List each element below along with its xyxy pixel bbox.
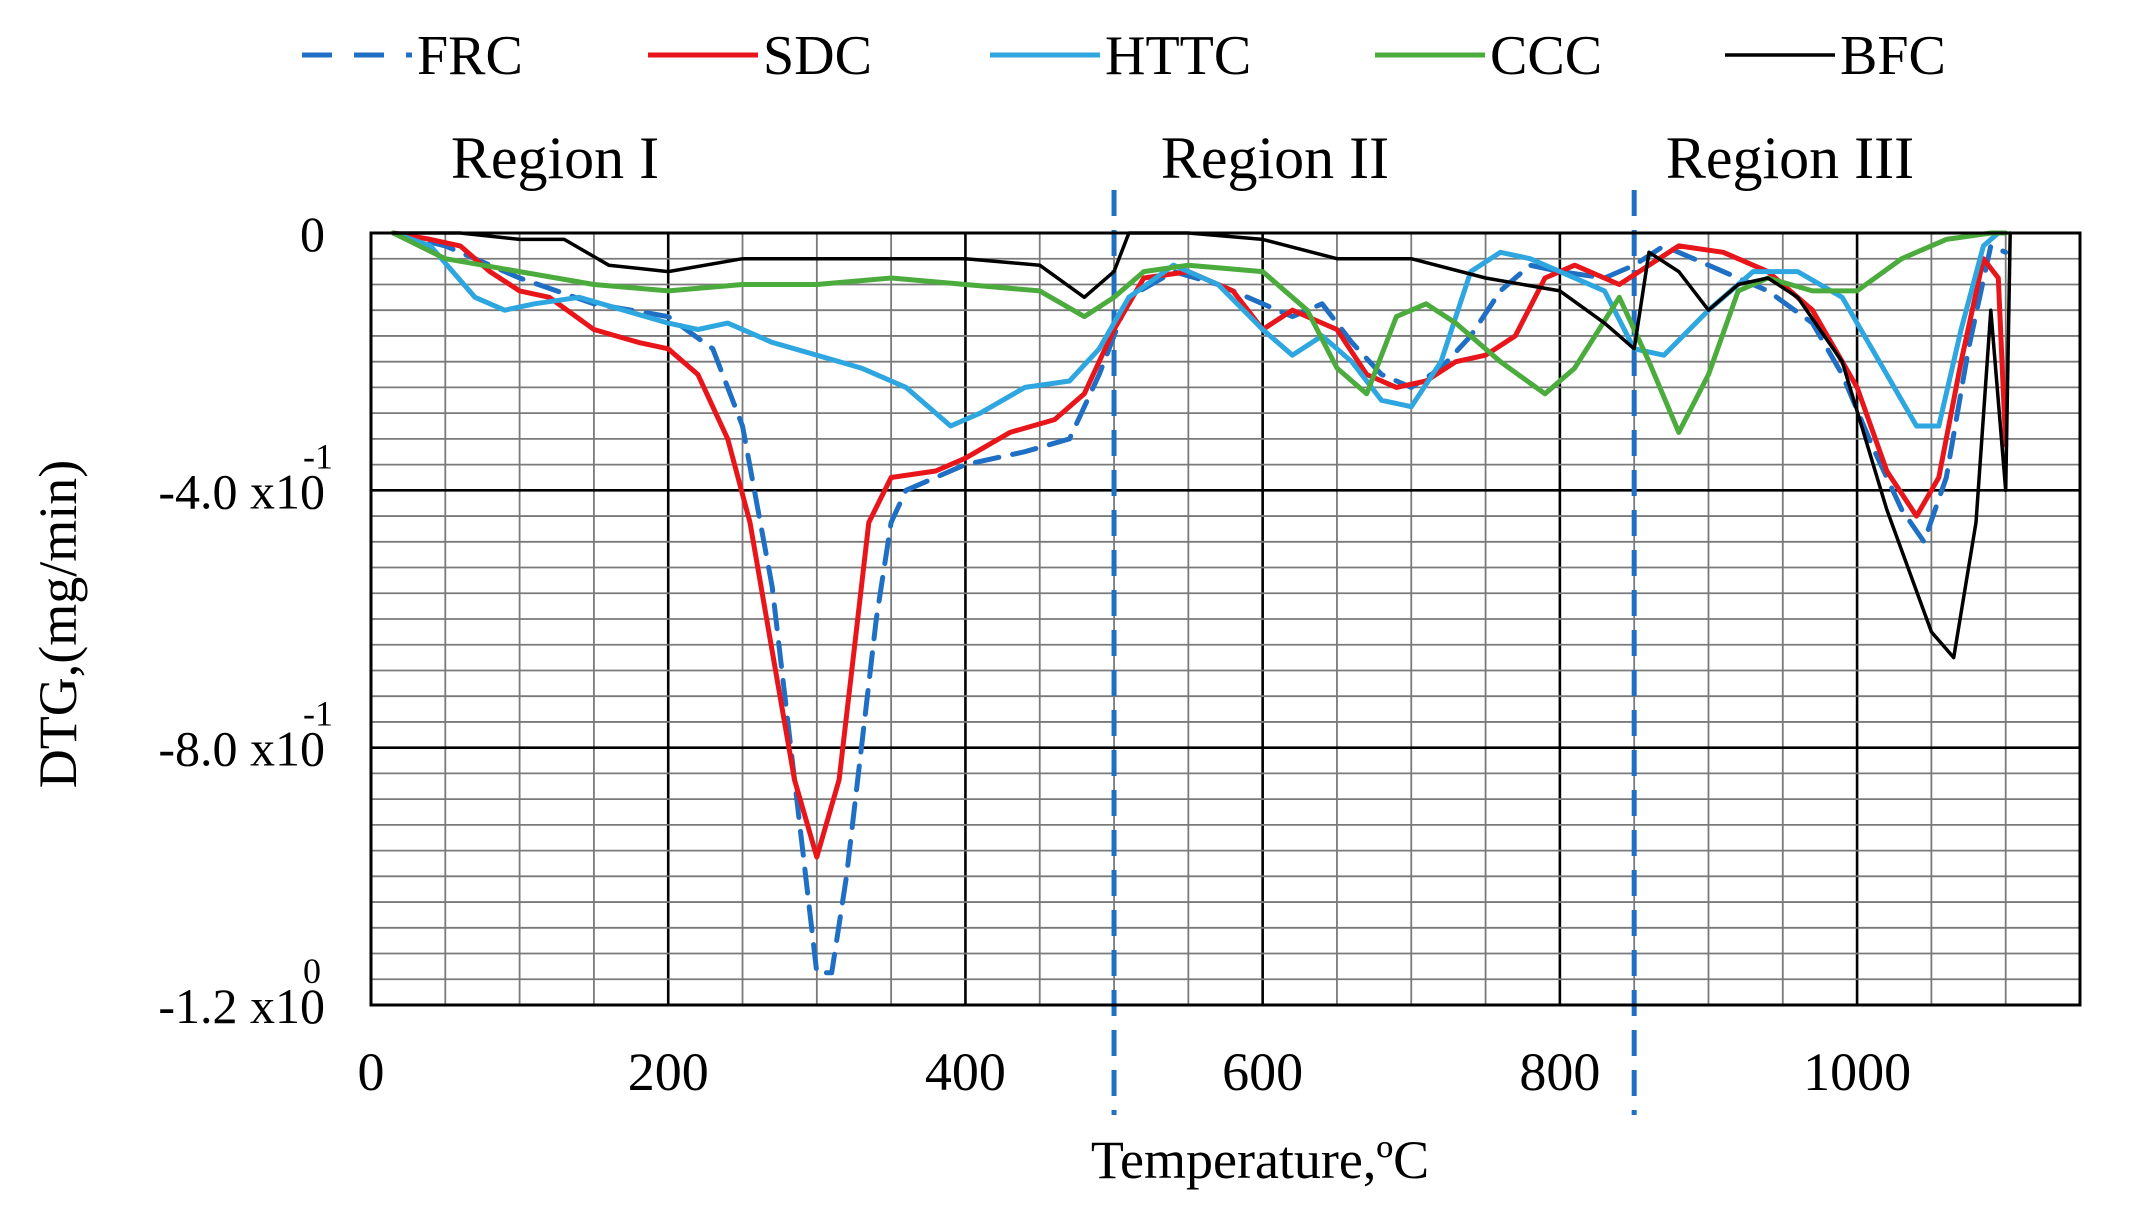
y-tick-label: -8.0 x10 xyxy=(158,721,325,777)
x-tick-label: 200 xyxy=(628,1042,709,1102)
y-tick-exponent: 0 xyxy=(303,951,321,991)
legend-label-ccc: CCC xyxy=(1490,25,1602,87)
series-line-bfc xyxy=(391,231,2012,660)
series-line-sdc xyxy=(390,230,2009,860)
x-axis-title: Temperature,ºC xyxy=(1091,1130,1429,1190)
legend-label-frc: FRC xyxy=(417,25,523,87)
x-tick-label: 400 xyxy=(925,1042,1006,1102)
legend-label-sdc: SDC xyxy=(763,25,872,87)
x-tick-label: 600 xyxy=(1222,1042,1303,1102)
legend: FRC SDC HTTC CCC BFC xyxy=(302,25,1946,87)
y-tick-exponent: -1 xyxy=(303,436,333,476)
y-tick-exponent: -1 xyxy=(303,694,333,734)
series-line-ccc xyxy=(390,230,2009,435)
legend-label-httc: HTTC xyxy=(1105,25,1251,87)
grid xyxy=(369,231,2081,1007)
x-tick-label: 0 xyxy=(358,1042,385,1102)
region-boundaries xyxy=(1111,190,1637,1115)
legend-label-bfc: BFC xyxy=(1840,25,1946,87)
region-label: Region I xyxy=(451,125,659,191)
x-tick-label: 1000 xyxy=(1803,1042,1911,1102)
series-line-frc xyxy=(390,230,2009,976)
region-labels: Region I Region II Region III xyxy=(451,125,1914,191)
x-tick-label: 800 xyxy=(1519,1042,1600,1102)
series-lines xyxy=(390,230,2012,976)
y-axis-title: DTG,(mg/min) xyxy=(28,460,88,788)
region-label: Region II xyxy=(1161,125,1389,191)
series-line-httc xyxy=(390,230,2001,429)
y-tick-label: -4.0 x10 xyxy=(158,463,325,519)
x-tick-labels: 0 200 400 600 800 1000 xyxy=(358,1042,1912,1102)
y-tick-label: -1.2 x10 xyxy=(158,978,325,1034)
region-label: Region III xyxy=(1666,125,1914,191)
plot-frame xyxy=(369,231,2082,1007)
y-tick-label: 0 xyxy=(300,206,325,262)
